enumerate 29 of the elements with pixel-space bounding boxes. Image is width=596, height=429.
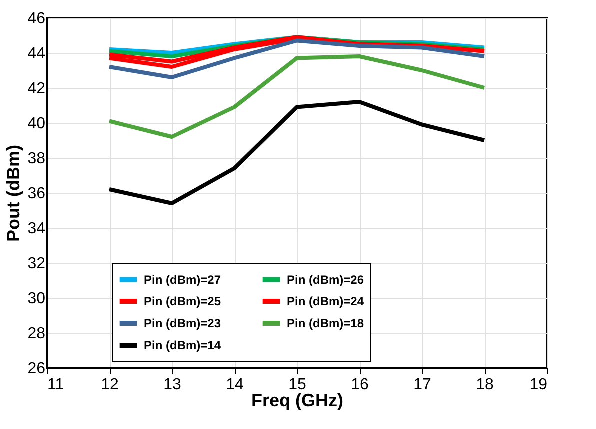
x-tick-label: 18 (476, 376, 494, 394)
legend-label: Pin (dBm)=26 (287, 272, 364, 287)
legend-label: Pin (dBm)=23 (144, 316, 222, 330)
y-tick-label: 26 (28, 360, 46, 378)
x-axis-title: Freq (GHz) (252, 390, 344, 410)
x-tick-label: 12 (101, 376, 119, 394)
y-tick-label: 38 (28, 150, 46, 168)
y-tick-label: 28 (28, 326, 46, 342)
legend-label: Pin (dBm)=27 (144, 272, 222, 287)
x-tick-label: 13 (164, 376, 182, 394)
x-tick-label: 14 (226, 376, 244, 394)
x-tick-label: 17 (414, 376, 432, 394)
y-tick-label: 34 (28, 220, 46, 238)
y-tick-label: 42 (28, 80, 46, 98)
x-tick-label: 16 (351, 376, 369, 394)
x-tick-label: 11 (48, 376, 64, 394)
legend-label: Pin (dBm)=14 (144, 338, 222, 352)
y-tick-label: 36 (28, 186, 46, 202)
y-tick-label: 46 (28, 10, 46, 28)
y-tick-label: 30 (28, 290, 46, 308)
y-axis-title: Pout (dBm) (4, 145, 24, 242)
y-tick-label: 32 (28, 256, 46, 272)
legend-label: Pin (dBm)=25 (144, 294, 222, 308)
legend-label: Pin (dBm)=24 (287, 294, 364, 308)
y-tick-label: 40 (28, 116, 46, 132)
y-tick-label: 44 (28, 46, 46, 62)
legend-label: Pin (dBm)=18 (287, 316, 364, 330)
x-tick-label: 15 (288, 376, 306, 394)
x-tick-label: 19 (530, 376, 548, 394)
